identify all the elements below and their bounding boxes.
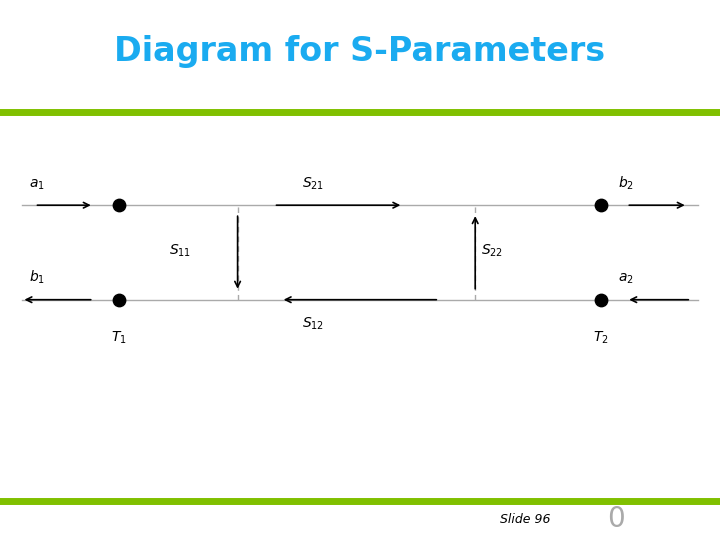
Text: $b_1$: $b_1$ <box>29 269 45 286</box>
Text: $a_1$: $a_1$ <box>29 177 45 192</box>
Text: $S_{22}$: $S_{22}$ <box>481 243 503 259</box>
Text: $S_{11}$: $S_{11}$ <box>168 243 191 259</box>
Point <box>113 201 125 210</box>
Point <box>595 201 607 210</box>
Text: $S_{12}$: $S_{12}$ <box>302 316 325 332</box>
Point <box>113 295 125 304</box>
Text: $T_1$: $T_1$ <box>111 329 127 346</box>
Point <box>595 295 607 304</box>
Text: $b_2$: $b_2$ <box>618 174 634 192</box>
Text: Slide 96: Slide 96 <box>500 513 551 526</box>
Text: 0: 0 <box>607 505 624 534</box>
Text: $T_2$: $T_2$ <box>593 329 609 346</box>
Text: $S_{21}$: $S_{21}$ <box>302 176 325 192</box>
Text: $a_2$: $a_2$ <box>618 272 634 286</box>
Text: Diagram for S-Parameters: Diagram for S-Parameters <box>114 35 606 68</box>
